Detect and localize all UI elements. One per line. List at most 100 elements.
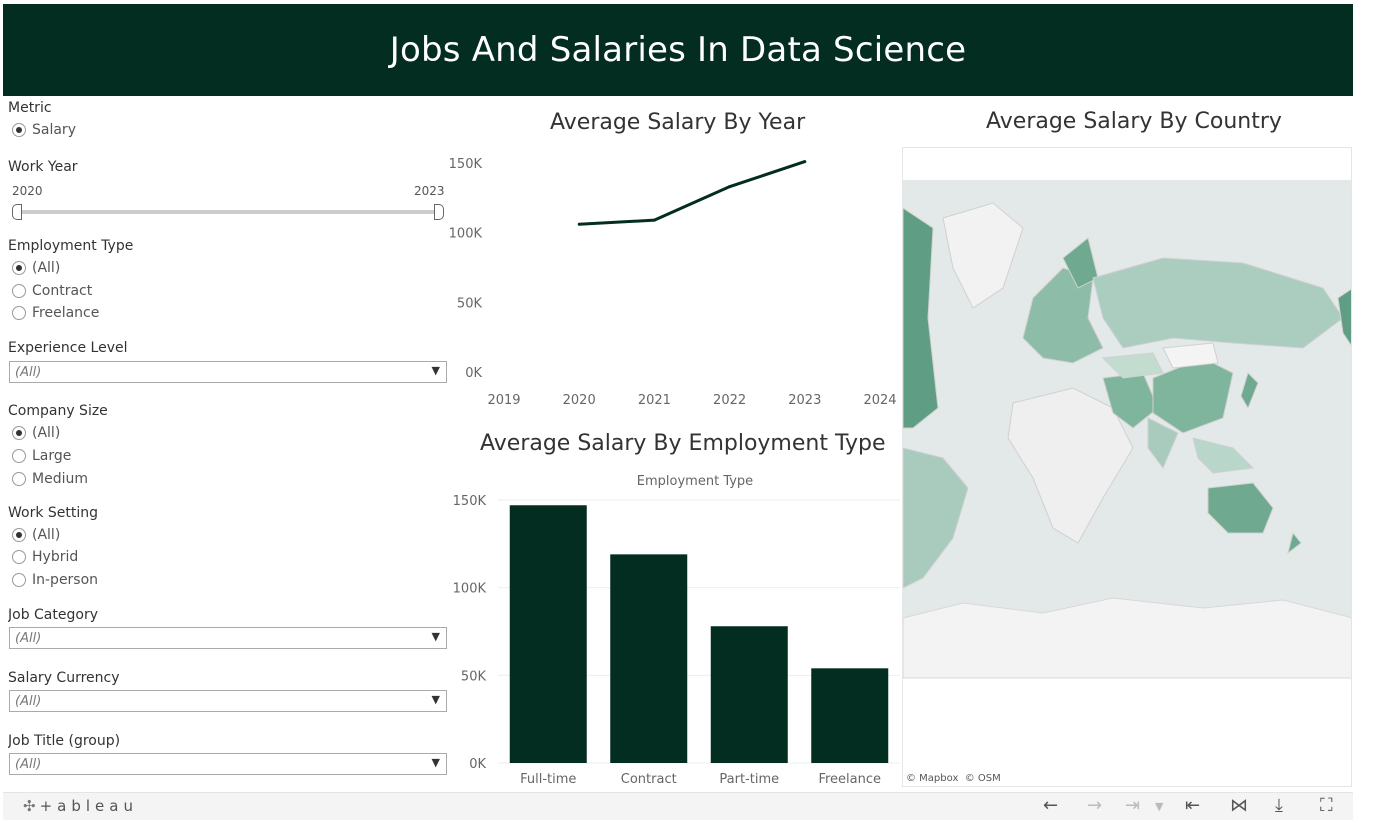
southeast-asia [1192,437,1255,474]
radio-selected-icon [12,123,26,137]
x-tick-label: Part-time [719,772,779,787]
redo-icon[interactable]: → [1087,795,1103,816]
y-tick-label: 150K [453,494,487,509]
company-size-option-large[interactable]: Large [12,448,71,464]
tableau-logo[interactable]: ✣ +ableau [23,797,138,815]
dashboard-header: Jobs And Salaries In Data Science [3,4,1353,96]
work-setting-filter-label: Work Setting [8,505,99,521]
dropdown-arrow-icon: ▼ [431,756,440,769]
work-year-slider-min-handle[interactable] [12,204,22,220]
north-america [903,207,939,429]
employment-type-option-all[interactable]: (All) [12,260,60,276]
job-title-group-filter-label: Job Title (group) [8,733,121,749]
y-tick-label: 100K [449,227,483,242]
map-title: Average Salary By Country [986,109,1282,134]
radio-icon [12,306,26,320]
radio-icon [12,550,26,564]
y-tick-label: 150K [449,157,483,172]
bottom-toolbar: ✣ +ableau ← → ⇥ ▼ ⇤ ⋈ ⤓ ⛶ [3,792,1353,820]
y-tick-label: 50K [461,669,487,684]
dropdown-arrow-icon: ▼ [431,630,440,643]
salary-currency-dropdown[interactable]: (All) ▼ [9,690,447,712]
work-year-slider-max-handle[interactable] [434,204,444,220]
work-setting-option-in-person[interactable]: In-person [12,572,98,588]
dashboard-title: Jobs And Salaries In Data Science [389,30,967,70]
revert-dropdown-icon[interactable]: ▼ [1155,800,1164,813]
experience-level-dropdown[interactable]: (All) ▼ [9,361,447,383]
radio-icon [12,472,26,486]
line-point [652,218,656,222]
job-title-group-dropdown[interactable]: (All) ▼ [9,753,447,775]
share-icon[interactable]: ⋈ [1230,795,1248,816]
radio-selected-icon [12,426,26,440]
africa [1007,387,1134,544]
india [1147,417,1179,469]
mongolia [1162,342,1219,369]
country-map[interactable] [902,147,1352,787]
reset-icon[interactable]: ⇤ [1185,795,1201,816]
company-size-option-medium[interactable]: Medium [12,471,88,487]
undo-icon[interactable]: ← [1043,795,1059,816]
bar-chart: Employment Type 0K 50K 100K 150K Full-time Con… [453,474,900,787]
job-category-dropdown[interactable]: (All) ▼ [9,627,447,649]
y-tick-label: 0K [465,366,482,381]
experience-level-filter-label: Experience Level [8,340,128,356]
job-category-filter-label: Job Category [8,607,98,623]
radio-selected-icon [12,528,26,542]
greenland [942,202,1024,309]
russia [1092,257,1344,349]
x-tick-label: 2023 [788,393,821,408]
metric-option-salary[interactable]: Salary [12,122,76,138]
work-setting-option-hybrid[interactable]: Hybrid [12,549,78,565]
line-point [577,222,581,226]
radio-selected-icon [12,261,26,275]
mapbox-credit[interactable]: © Mapbox [906,773,959,784]
salary-trend-line [579,160,806,226]
x-tick-label: 2020 [563,393,596,408]
dropdown-arrow-icon: ▼ [431,693,440,706]
salary-currency-filter-label: Salary Currency [8,670,120,686]
bar-chart-title: Average Salary By Employment Type [480,431,886,456]
x-tick-label: Full-time [520,772,576,787]
map-credits: © Mapbox © OSM [906,773,1001,784]
south-america [903,447,969,589]
bar-full-time [509,505,587,763]
x-tick-label: 2022 [713,393,746,408]
line-chart: 0K 50K 100K 150K 2019 2020 2021 2022 2023 2024 [449,157,897,408]
work-year-slider-track[interactable] [16,210,440,214]
radio-icon [12,449,26,463]
bar-part-time [710,626,788,763]
line-point [728,185,732,189]
employment-type-option-contract[interactable]: Contract [12,283,92,299]
x-tick-label: 2024 [863,393,896,408]
work-setting-option-all[interactable]: (All) [12,527,60,543]
new-zealand [1287,531,1302,555]
employment-type-option-freelance[interactable]: Freelance [12,305,99,321]
company-size-filter-label: Company Size [8,403,108,419]
x-tick-label: Contract [621,772,677,787]
radio-icon [12,573,26,587]
employment-type-filter-label: Employment Type [8,238,134,254]
x-tick-label: 2021 [638,393,671,408]
dropdown-arrow-icon: ▼ [431,364,440,377]
osm-credit[interactable]: © OSM [964,773,1001,784]
central-asia [1101,352,1164,379]
bar-freelance [811,668,889,763]
download-icon[interactable]: ⤓ [1275,795,1283,816]
company-size-option-all[interactable]: (All) [12,425,60,441]
metric-filter-label: Metric [8,100,52,116]
y-tick-label: 100K [453,582,487,597]
y-tick-label: 50K [457,296,483,311]
x-tick-label: 2019 [487,393,520,408]
bar-chart-column-header: Employment Type [637,474,753,489]
work-year-filter-label: Work Year [8,159,78,175]
revert-icon[interactable]: ⇥ [1125,795,1141,816]
x-tick-label: Freelance [818,772,881,787]
filters-panel: Metric Salary Work Year 2020 2023 Employ… [8,100,448,790]
antarctica [903,597,1351,679]
radio-icon [12,284,26,298]
work-year-max-label: 2023 [414,184,445,198]
fullscreen-icon[interactable]: ⛶ [1320,795,1333,816]
japan [1240,372,1259,410]
